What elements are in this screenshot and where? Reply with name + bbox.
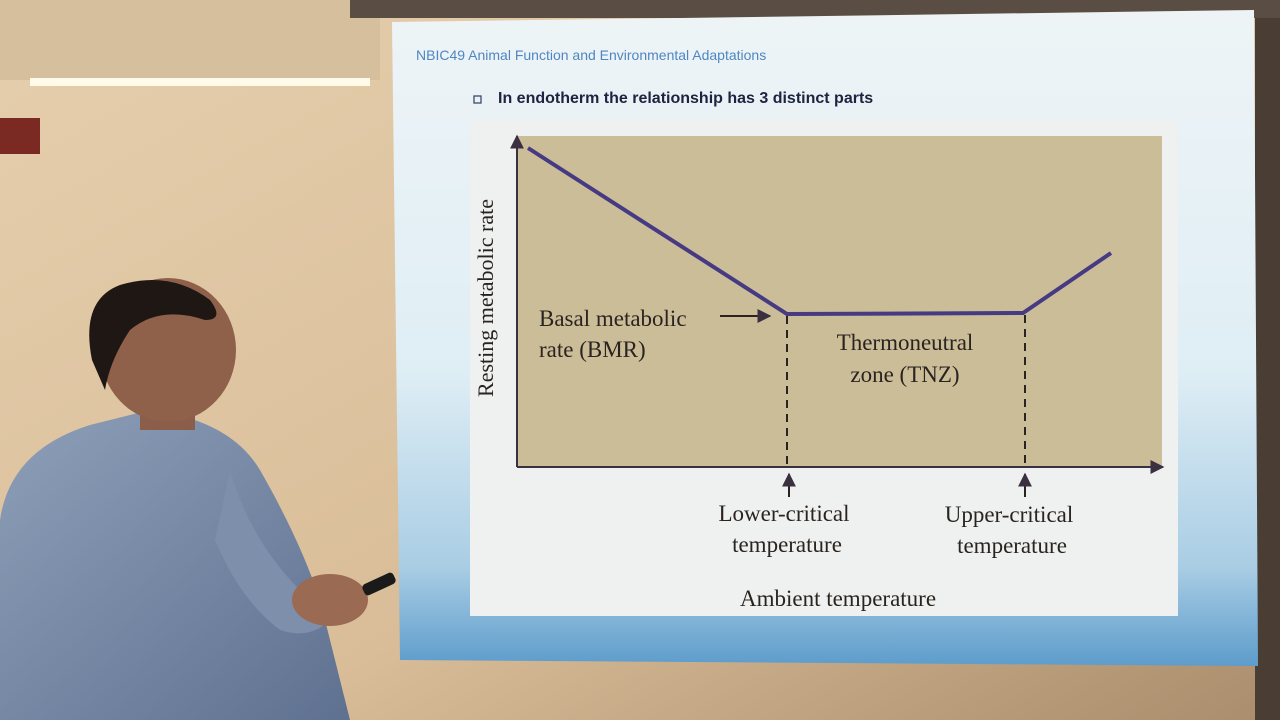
plot-area <box>516 136 1162 467</box>
ceiling <box>0 0 380 80</box>
upper-critical-label: Upper-critical <box>945 502 1074 527</box>
tnz-label: Thermoneutral <box>837 330 974 355</box>
bullet-marker <box>473 95 482 104</box>
presenter <box>0 278 396 720</box>
wall-fixture <box>0 118 40 154</box>
screen-frame-right <box>1255 0 1280 720</box>
lower-critical-label: temperature <box>732 532 842 557</box>
x-axis-label: Ambient temperature <box>740 586 936 611</box>
presenter-hand <box>292 574 368 626</box>
upper-critical-label: temperature <box>957 533 1067 558</box>
slide-header: NBIC49 Animal Function and Environmental… <box>416 47 766 63</box>
lower-critical-label: Lower-critical <box>718 501 849 526</box>
remote <box>362 572 396 596</box>
bmr-label: Basal metabolic <box>539 306 687 331</box>
slide-bullet: In endotherm the relationship has 3 dist… <box>498 90 873 107</box>
presenter-hair <box>89 280 217 390</box>
metabolic-curve <box>526 146 1113 317</box>
tnz-label: zone (TNZ) <box>850 362 959 387</box>
ceiling-light <box>30 78 370 86</box>
y-axis-label: Resting metabolic rate <box>473 199 498 397</box>
bmr-label: rate (BMR) <box>539 337 646 362</box>
presenter-shirt <box>0 410 350 720</box>
